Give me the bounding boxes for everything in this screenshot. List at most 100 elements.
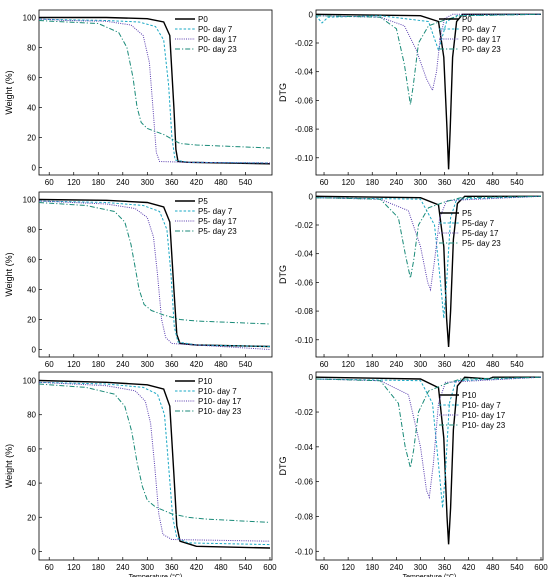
x-tick-label: 540 — [239, 563, 253, 572]
legend-label: P5 — [462, 209, 472, 218]
legend-label: P0- day 17 — [198, 35, 237, 44]
legend-label: P5-day 17 — [462, 229, 499, 238]
plot-frame — [38, 371, 273, 561]
x-tick-label: 540 — [510, 360, 524, 369]
legend-label: P10- day 23 — [462, 421, 506, 430]
x-tick-label: 480 — [486, 178, 500, 187]
y-axis-label: DTG — [278, 265, 288, 284]
legend-label: P10- day 17 — [198, 397, 242, 406]
x-tick-label: 180 — [366, 563, 380, 572]
y-tick-label: 20 — [27, 134, 36, 143]
y-tick-label: -0.08 — [295, 307, 314, 316]
panel-dtg-P0: 60 120 180 240 300 360 420 480 540 0 -0.02 -0.04 -0.… — [278, 9, 544, 187]
legend-label: P10- day 23 — [198, 407, 242, 416]
series-line-3 — [39, 383, 271, 523]
x-tick-label: 360 — [438, 178, 452, 187]
y-tick-label: 0 — [309, 373, 314, 382]
x-tick-label: 420 — [190, 563, 204, 572]
series-line-0 — [316, 376, 541, 545]
x-tick-label: 540 — [239, 178, 253, 187]
y-tick-label: 40 — [27, 104, 36, 113]
x-tick-label: 60 — [320, 360, 329, 369]
x-tick-label: 300 — [414, 178, 428, 187]
y-tick-label: -0.02 — [295, 221, 314, 230]
series-line-2 — [316, 195, 542, 292]
x-tick-label: 480 — [486, 360, 500, 369]
legend-label: P0- day 17 — [462, 35, 501, 44]
legend-label: P0- day 23 — [198, 45, 237, 54]
x-tick-label: 120 — [341, 360, 355, 369]
x-tick-label: 480 — [214, 178, 228, 187]
y-tick-label: -0.10 — [295, 547, 314, 556]
x-tick-label: 120 — [67, 178, 81, 187]
series-line-0 — [39, 198, 271, 348]
x-tick-label: 60 — [320, 563, 329, 572]
x-tick-label: 300 — [141, 178, 155, 187]
y-axis-label: Weight (%) — [4, 70, 14, 114]
series-line-3 — [316, 195, 542, 279]
legend-label: P10- day 17 — [462, 411, 506, 420]
y-tick-label: 60 — [27, 445, 36, 454]
legend-label: P0 — [198, 15, 208, 24]
x-tick-label: 180 — [92, 563, 106, 572]
y-tick-label: 80 — [27, 226, 36, 235]
y-tick-label: 0 — [309, 10, 314, 19]
y-tick-label: 20 — [27, 316, 36, 325]
y-tick-label: -0.06 — [295, 278, 314, 287]
y-tick-label: -0.10 — [295, 336, 314, 345]
plot-frame — [315, 371, 544, 561]
x-tick-label: 300 — [414, 563, 428, 572]
x-tick-label: 180 — [92, 178, 106, 187]
y-tick-label: 0 — [32, 547, 37, 556]
x-tick-label: 240 — [116, 360, 130, 369]
series-line-2 — [316, 376, 542, 500]
series-line-3 — [316, 376, 542, 468]
legend-label: P5- day 7 — [198, 207, 233, 216]
y-tick-label: 60 — [27, 256, 36, 265]
series-line-2 — [39, 381, 271, 542]
y-tick-label: 100 — [23, 377, 37, 386]
legend-label: P5 — [198, 197, 208, 206]
x-tick-label: 420 — [462, 563, 476, 572]
legend-label: P0- day 7 — [462, 25, 497, 34]
x-tick-label: 600 — [263, 563, 277, 572]
x-tick-label: 180 — [366, 178, 380, 187]
x-tick-label: 120 — [67, 360, 81, 369]
x-tick-label: 360 — [165, 360, 179, 369]
x-tick-label: 540 — [239, 360, 253, 369]
x-tick-label: 60 — [45, 563, 54, 572]
x-tick-label: 360 — [438, 360, 452, 369]
legend-label: P5- day 23 — [198, 227, 237, 236]
series-line-3 — [39, 202, 271, 325]
y-tick-label: 80 — [27, 44, 36, 53]
panel-tga-P5: 60 120 180 240 300 360 420 480 540 0 20 40 60 80 100 We… — [4, 191, 273, 369]
x-tick-label: 600 — [534, 563, 548, 572]
y-axis-label: Weight (%) — [4, 444, 14, 488]
plot-frame — [38, 191, 273, 358]
plot-frame — [315, 191, 544, 358]
x-tick-label: 240 — [390, 360, 404, 369]
series-line-2 — [39, 200, 271, 350]
legend-label: P0- day 23 — [462, 45, 501, 54]
panel-dtg-P5: 60 120 180 240 300 360 420 480 540 0 -0.02 -0.04 -0.… — [278, 191, 544, 369]
series-line-2 — [316, 13, 541, 92]
y-tick-label: -0.02 — [295, 408, 314, 417]
x-tick-label: 360 — [165, 178, 179, 187]
y-tick-label: 20 — [27, 513, 36, 522]
y-tick-label: 0 — [309, 192, 314, 201]
y-tick-label: -0.04 — [295, 250, 314, 259]
x-tick-label: 240 — [390, 178, 404, 187]
y-tick-label: -0.04 — [295, 68, 314, 77]
x-tick-label: 300 — [141, 360, 155, 369]
x-tick-label: 420 — [190, 360, 204, 369]
panel-tga-P10: 60 120 180 240 300 360 420 480 540 600 0 20 40 60 80 10… — [4, 371, 277, 577]
series-line-1 — [39, 200, 271, 347]
series-line-1 — [316, 13, 542, 52]
series-line-1 — [316, 195, 542, 319]
legend-label: P5-day 7 — [462, 219, 495, 228]
y-tick-label: 100 — [23, 14, 37, 23]
y-tick-label: -0.06 — [295, 96, 314, 105]
x-tick-label: 180 — [92, 360, 106, 369]
series-line-0 — [39, 379, 271, 549]
y-tick-label: -0.06 — [295, 478, 314, 487]
